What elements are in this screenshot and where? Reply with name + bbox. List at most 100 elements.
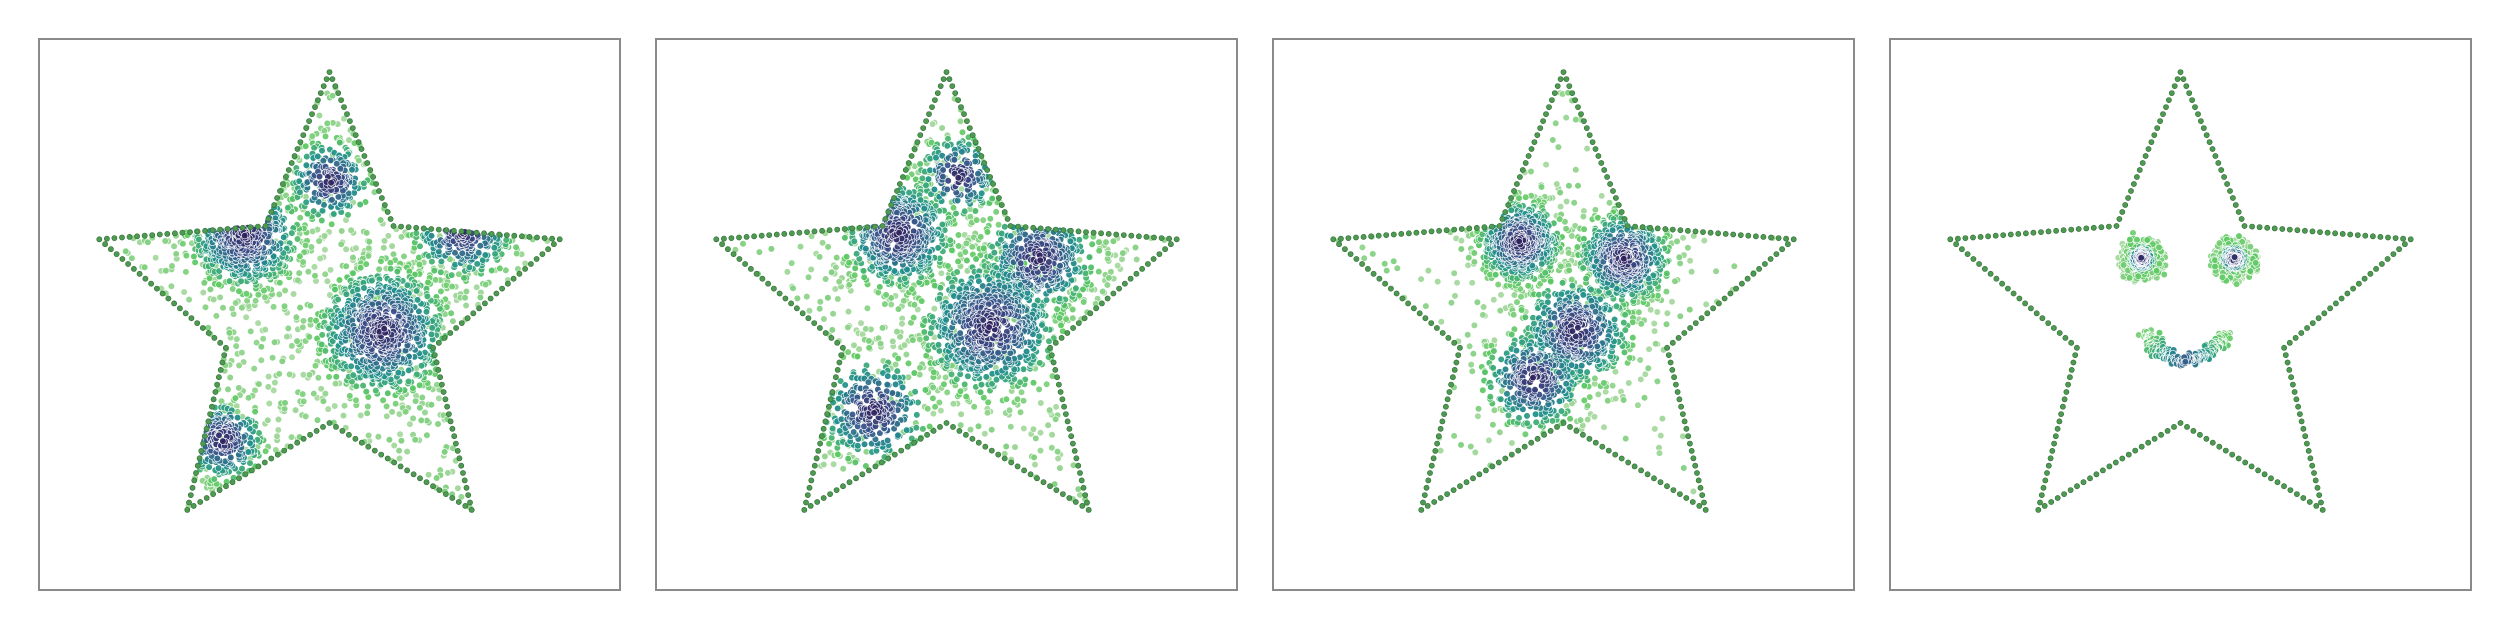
outline-point xyxy=(545,246,551,253)
data-point xyxy=(423,431,431,439)
outline-point xyxy=(378,451,385,458)
data-point xyxy=(292,406,300,414)
outline-point xyxy=(125,261,131,267)
data-point xyxy=(943,388,951,397)
data-point xyxy=(1042,296,1051,304)
data-point xyxy=(937,407,945,415)
data-point xyxy=(808,232,816,240)
data-point xyxy=(293,235,302,243)
outline-point xyxy=(464,315,471,322)
outline-point xyxy=(435,366,442,373)
outline-point xyxy=(460,470,466,476)
data-point xyxy=(820,315,828,323)
outline-point xyxy=(461,477,468,484)
outline-point xyxy=(136,270,143,277)
data-point xyxy=(305,333,313,341)
data-point xyxy=(280,302,289,310)
data-point xyxy=(411,436,419,444)
data-point xyxy=(884,436,892,445)
data-point xyxy=(384,389,392,397)
data-point xyxy=(830,460,838,468)
data-point xyxy=(304,268,312,276)
data-point xyxy=(310,207,318,215)
data-point xyxy=(803,293,811,301)
outline-point xyxy=(527,261,534,267)
outline-point xyxy=(268,455,275,462)
data-point xyxy=(910,301,918,309)
data-point xyxy=(233,335,241,343)
data-point xyxy=(242,313,250,321)
data-point xyxy=(881,300,889,308)
data-point xyxy=(190,252,198,261)
data-point xyxy=(355,156,363,165)
outline-point xyxy=(219,359,226,366)
data-point xyxy=(979,216,987,224)
data-point xyxy=(412,397,420,405)
data-point xyxy=(309,227,317,235)
outline-point xyxy=(248,467,255,474)
data-point xyxy=(357,411,365,420)
data-point xyxy=(299,258,307,266)
data-point xyxy=(903,426,911,434)
data-point xyxy=(271,338,279,346)
data-point xyxy=(323,277,332,285)
data-point xyxy=(273,432,281,440)
outline-point xyxy=(207,411,213,417)
data-point xyxy=(961,207,969,215)
outline-point xyxy=(423,479,430,486)
data-point xyxy=(955,242,963,250)
data-point xyxy=(980,394,988,402)
data-point xyxy=(416,242,424,250)
data-point xyxy=(162,267,170,275)
outline-point xyxy=(450,227,457,234)
data-point xyxy=(247,327,255,336)
data-point xyxy=(834,295,842,303)
data-point xyxy=(384,232,392,240)
data-point xyxy=(473,283,481,291)
data-point xyxy=(1119,249,1127,257)
data-point xyxy=(284,204,292,212)
outline-point xyxy=(451,433,458,440)
outline-point xyxy=(332,83,339,89)
data-point xyxy=(961,380,969,389)
data-point xyxy=(884,372,892,380)
data-point xyxy=(836,427,844,435)
data-point xyxy=(964,372,972,380)
outline-point xyxy=(442,396,449,403)
data-point xyxy=(909,336,917,344)
outline-point xyxy=(420,225,427,232)
data-point xyxy=(333,160,341,168)
data-point xyxy=(319,397,328,405)
data-point xyxy=(321,132,330,140)
outline-point xyxy=(165,295,172,302)
outline-point xyxy=(326,69,333,75)
data-point xyxy=(844,455,852,463)
outline-point xyxy=(154,285,160,292)
data-point xyxy=(427,401,436,409)
data-point xyxy=(789,284,797,292)
data-point xyxy=(254,319,262,327)
data-point xyxy=(385,436,394,444)
data-point xyxy=(807,265,815,273)
data-point xyxy=(828,434,836,442)
data-point xyxy=(264,383,272,391)
outline-point xyxy=(455,499,462,505)
data-point xyxy=(481,251,489,259)
data-point xyxy=(911,218,919,226)
data-point xyxy=(261,293,269,301)
data-point xyxy=(944,262,952,270)
outline-point xyxy=(205,330,212,336)
data-point xyxy=(1088,240,1096,248)
outline-point xyxy=(186,499,192,506)
data-point xyxy=(891,373,899,381)
outline-point xyxy=(102,241,108,248)
data-point xyxy=(315,237,323,245)
outline-point xyxy=(131,265,137,272)
outline-point xyxy=(217,339,224,346)
data-point xyxy=(161,237,169,245)
data-point xyxy=(963,256,971,265)
outline-point xyxy=(404,467,410,474)
data-point xyxy=(929,120,937,128)
outline-point xyxy=(481,230,487,237)
outline-point xyxy=(188,315,195,322)
